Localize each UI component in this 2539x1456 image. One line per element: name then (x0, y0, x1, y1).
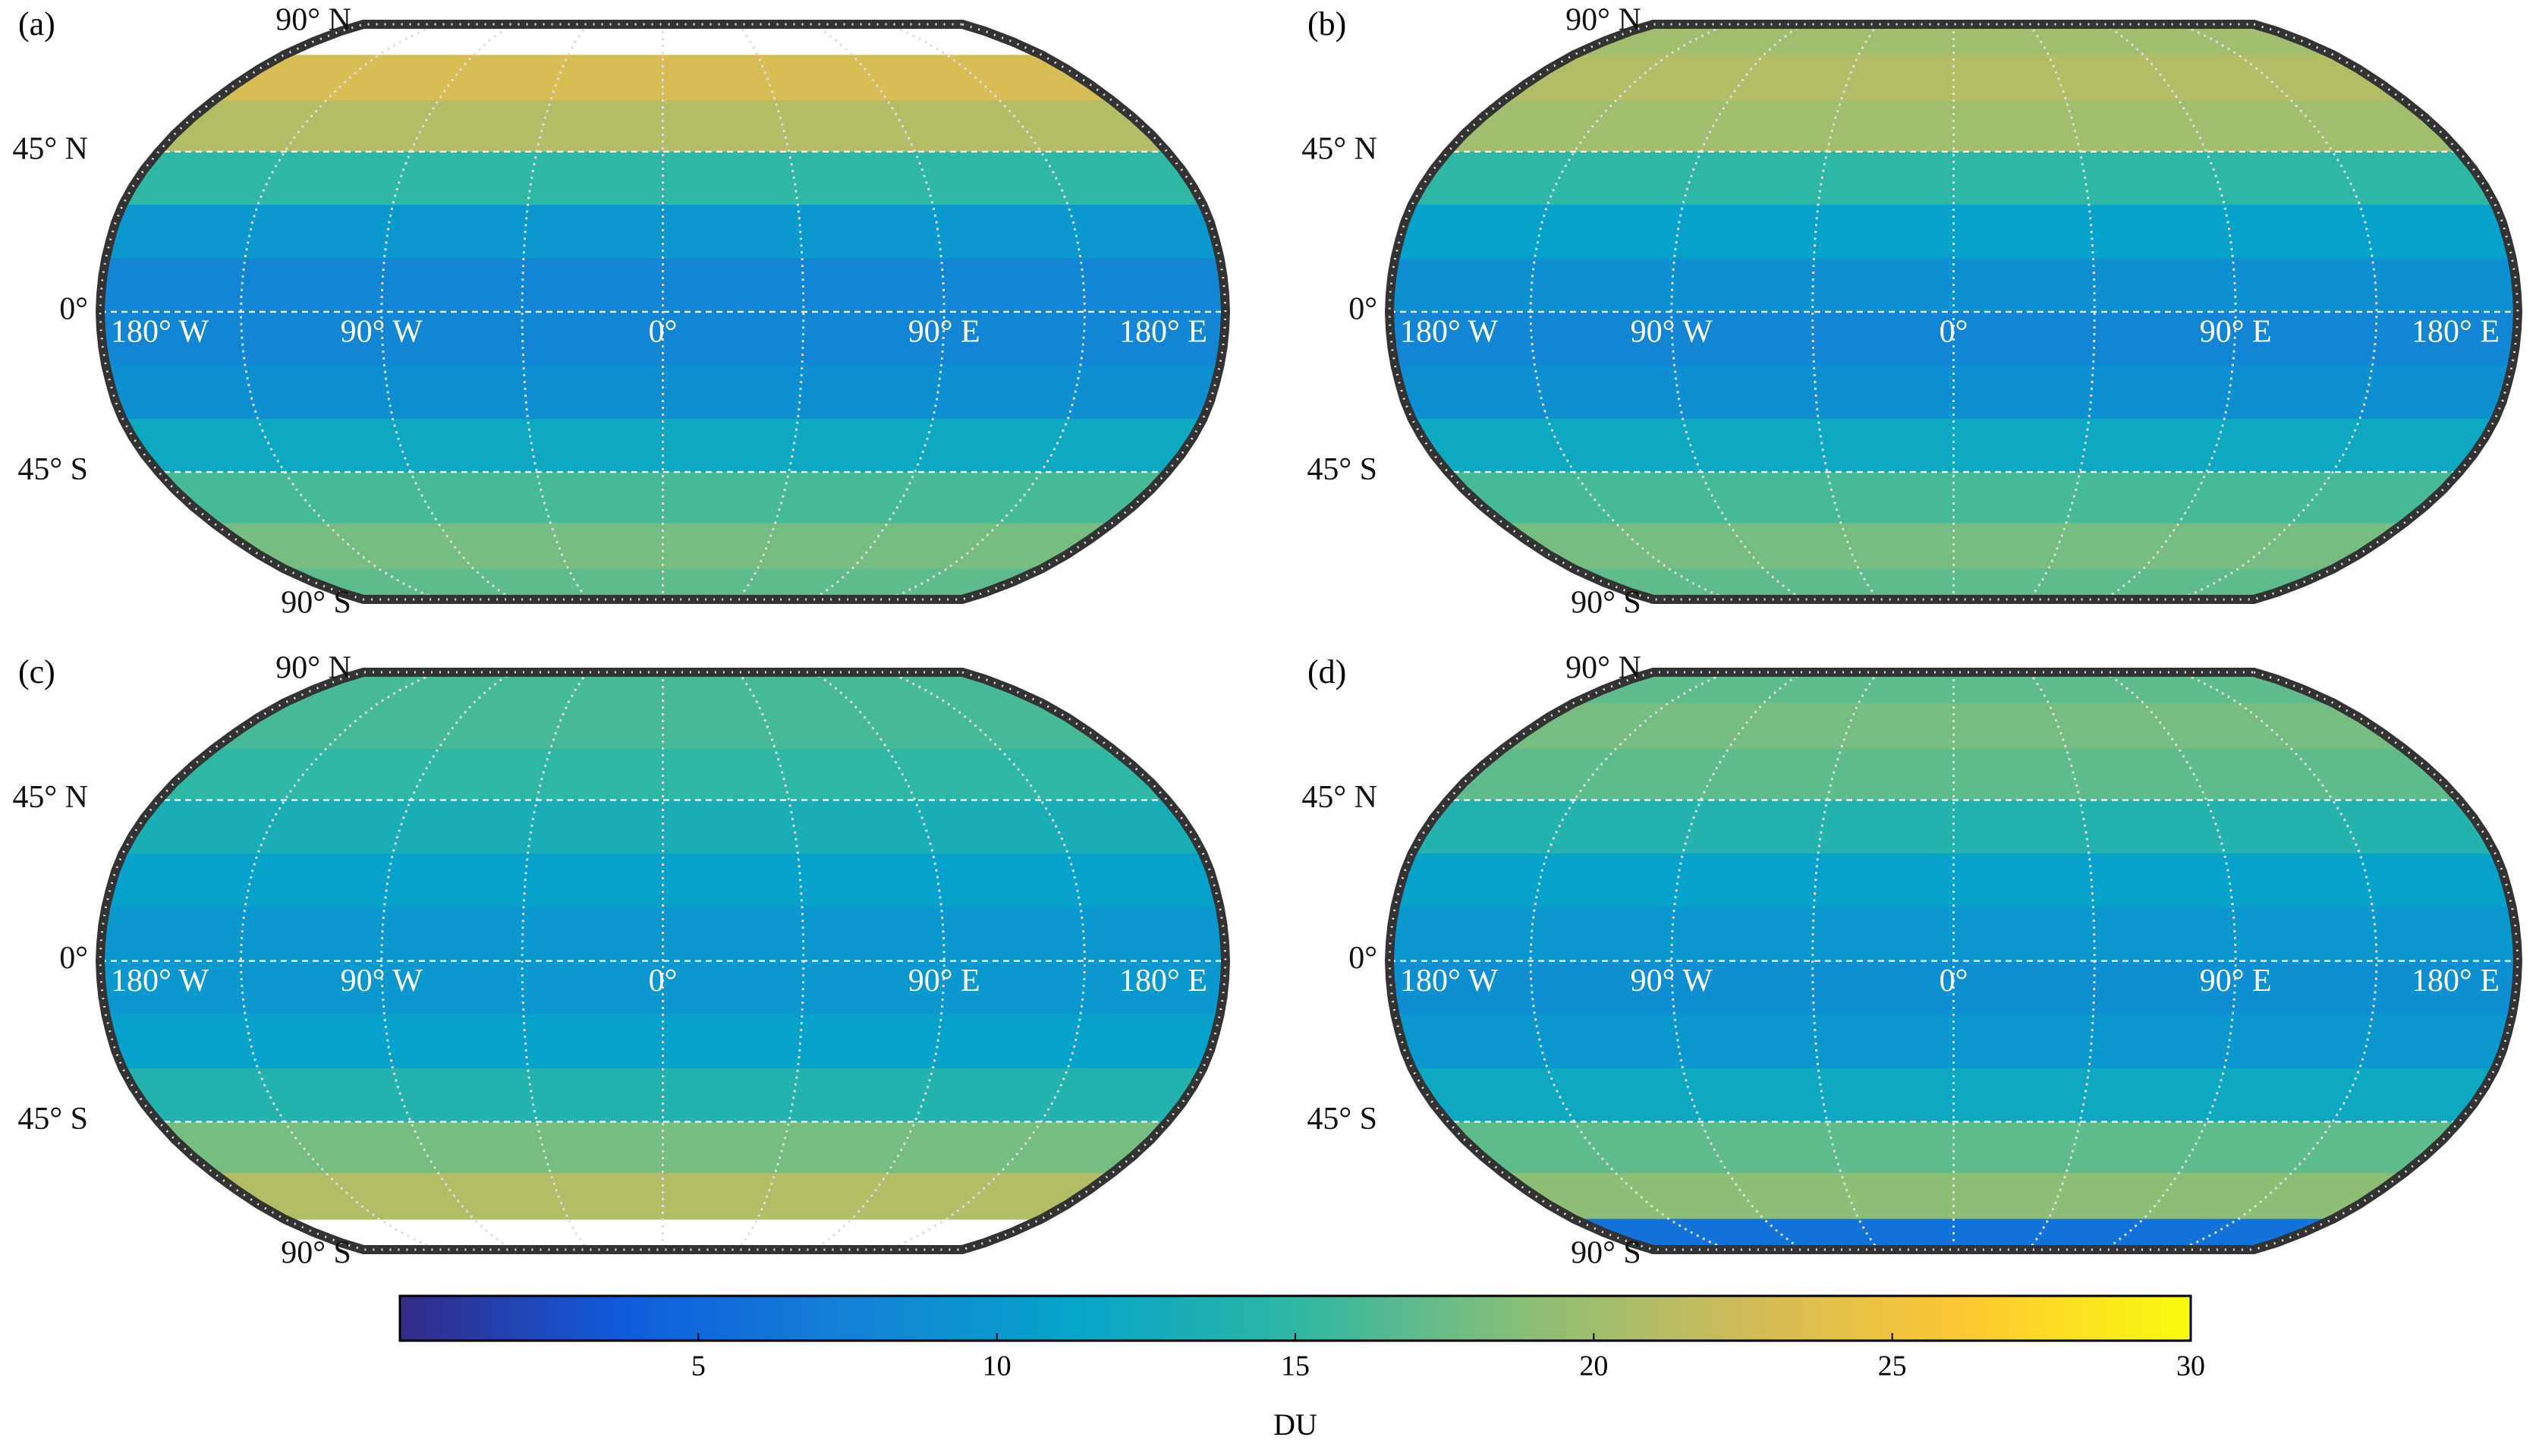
lon-label: 0° (649, 964, 678, 998)
meridian (521, 672, 590, 1250)
lat-label: 90° S (1571, 586, 1641, 621)
colorbar-tick-label: 30 (2176, 1351, 2205, 1382)
meridian (2178, 672, 2378, 1250)
map-border (1384, 668, 2523, 1254)
lat-label: 45° S (17, 452, 88, 487)
colorbar-tick-label: 5 (691, 1351, 706, 1382)
zonal-band (100, 472, 1225, 524)
map-border-dots (99, 23, 1227, 601)
lat-label: 90° N (1565, 3, 1641, 38)
lon-label: 0° (649, 315, 678, 350)
lat-label: 45° S (17, 1102, 88, 1137)
lon-label: 180° W (111, 964, 209, 998)
meridian (1670, 672, 1804, 1250)
zonal-band (1389, 100, 2518, 153)
zonal-band (1389, 800, 2518, 854)
lat-label: 0° (1348, 941, 1377, 976)
lat-label: 45° S (1307, 452, 1377, 487)
lat-label: 90° S (1571, 1236, 1641, 1271)
lon-label: 180° E (1119, 315, 1207, 350)
panel-label: (d) (1307, 653, 1346, 690)
map-panel (100, 672, 1225, 1250)
lat-label: 45° S (1307, 1102, 1377, 1137)
colorbar-label: DU (1273, 1407, 1317, 1442)
lat-label: 45° N (1301, 780, 1377, 815)
colorbar-tick-label: 15 (1281, 1351, 1310, 1382)
lat-label: 0° (1348, 292, 1377, 327)
meridian (812, 672, 945, 1250)
meridian (1811, 672, 1880, 1250)
lon-label: 90° E (908, 315, 980, 350)
lon-label: 90° W (341, 964, 423, 998)
lon-label: 90° W (1631, 964, 1713, 998)
meridian (2028, 24, 2096, 599)
colorbar-tick-label: 20 (1579, 1351, 1608, 1382)
lon-label: 0° (1940, 964, 1968, 998)
meridian (521, 24, 590, 599)
zonal-band (100, 418, 1225, 473)
meridian (239, 24, 439, 599)
lon-label: 180° W (1400, 964, 1499, 998)
lat-label: 90° S (281, 586, 351, 621)
lon-label: 180° E (2412, 964, 2500, 998)
meridian (2178, 24, 2378, 599)
zonal-band (100, 100, 1225, 153)
meridian (380, 672, 514, 1250)
meridian (1811, 24, 1880, 599)
lon-label: 90° E (2200, 964, 2272, 998)
lat-label: 45° N (12, 780, 88, 815)
map-panel (1389, 672, 2518, 1250)
map-panel (100, 24, 1225, 599)
meridian (2103, 672, 2237, 1250)
lat-label: 0° (59, 292, 88, 327)
lon-label: 0° (1940, 315, 1968, 350)
lat-label: 0° (59, 941, 88, 976)
lat-label: 90° N (275, 651, 351, 686)
meridian (239, 672, 439, 1250)
panel-label: (a) (18, 5, 55, 42)
colorbar-tick-label: 10 (983, 1351, 1012, 1382)
zonal-band (1389, 418, 2518, 473)
lon-label: 90° E (2200, 315, 2272, 350)
map-border (1384, 20, 2523, 604)
meridian (886, 672, 1087, 1250)
lon-label: 90° W (341, 315, 423, 350)
lon-label: 180° W (1400, 315, 1499, 350)
lat-label: 90° N (1565, 651, 1641, 686)
lat-label: 45° N (12, 131, 88, 166)
lat-label: 90° N (275, 3, 351, 38)
meridian (736, 24, 805, 599)
lat-label: 45° N (1301, 131, 1377, 166)
panel-label: (c) (18, 653, 55, 690)
panel-label: (b) (1307, 5, 1346, 42)
lon-label: 180° E (2412, 315, 2500, 350)
lon-label: 90° W (1631, 315, 1713, 350)
meridian (886, 24, 1087, 599)
map-panel (1389, 24, 2518, 599)
meridian (1529, 24, 1729, 599)
colorbar-tick-label: 25 (1878, 1351, 1907, 1382)
zonal-band (1389, 472, 2518, 524)
lon-label: 180° W (111, 315, 209, 350)
lon-label: 180° E (1119, 964, 1207, 998)
map-border (95, 668, 1231, 1254)
meridian (1529, 672, 1729, 1250)
lat-label: 90° S (281, 1236, 351, 1271)
lon-label: 90° E (908, 964, 980, 998)
